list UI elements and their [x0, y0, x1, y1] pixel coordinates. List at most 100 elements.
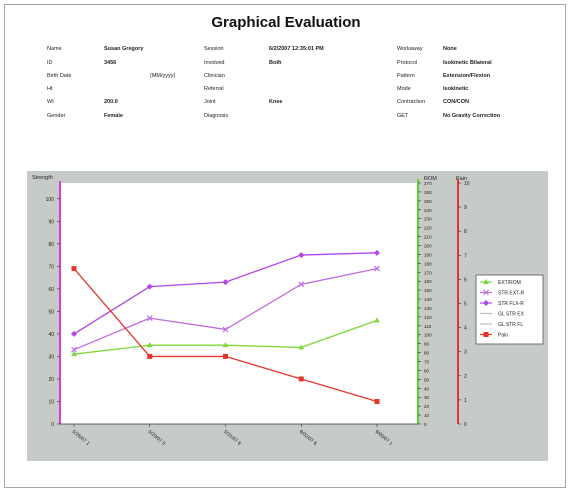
y-mid-tick-label: 130: [424, 306, 432, 311]
y-mid-tick-label: 260: [424, 190, 432, 195]
info-label: Clinician: [204, 73, 225, 79]
report-title: Graphical Evaluation: [211, 14, 361, 31]
y-right-tick-label: 10: [464, 181, 470, 187]
y-mid-tick-label: 200: [424, 243, 432, 248]
data-point: [374, 249, 380, 256]
y-mid-tick-label: 190: [424, 252, 432, 257]
x-tick-label: 6/05/07 1: [374, 429, 394, 447]
data-point: [298, 376, 304, 382]
chart-panel: Strength ROM Pain 0 10 20 30 40 50 60 70 80 90 100 0 10…: [27, 171, 548, 461]
y-mid-tick-label: 210: [424, 235, 432, 240]
y-mid-tick-label: 60: [424, 368, 430, 373]
y-left-tick-label: 30: [48, 354, 54, 360]
y-left-tick-label: 100: [46, 197, 55, 203]
y-right-tick-label: 7: [464, 253, 467, 259]
y-right-tick-label: 4: [464, 326, 467, 332]
data-point: [374, 265, 380, 272]
data-point: [222, 279, 229, 286]
info-value: 6/2/2007 12:35:01 PM: [269, 46, 324, 52]
info-label: Birth Date: [47, 73, 72, 79]
y-mid-tick-label: 140: [424, 297, 432, 302]
data-point: [223, 353, 228, 359]
y-right-tick-label: 1: [464, 398, 467, 404]
y-left-tick-label: 20: [48, 377, 54, 383]
y-mid-tick-label: 80: [424, 351, 430, 356]
data-point: [146, 315, 153, 322]
info-label: Contraction: [397, 99, 426, 105]
legend-label: Pain: [498, 333, 508, 339]
y-mid-tick-label: 240: [424, 208, 432, 213]
y-mid-tick-label: 100: [424, 333, 432, 338]
y-right-tick-label: 5: [464, 302, 467, 308]
info-label: Name: [47, 46, 62, 52]
y-left-axis-label: Strength: [32, 175, 53, 181]
legend-label: GL STR EX: [498, 312, 525, 318]
y-mid-tick-label: 40: [424, 386, 430, 391]
info-label: Referral: [204, 86, 224, 92]
y-mid-tick-label: 110: [424, 324, 432, 329]
data-point: [483, 289, 489, 296]
y-mid-tick-label: 120: [424, 315, 432, 320]
y-mid-tick-label: 0: [424, 422, 427, 427]
info-value: 200.0: [104, 99, 118, 105]
y-left-tick-label: 60: [48, 287, 54, 293]
info-label: Pattern: [397, 73, 415, 79]
info-label: Wt: [47, 99, 54, 105]
y-right-tick-label: 8: [464, 229, 467, 235]
data-point: [71, 266, 77, 272]
info-value: Both: [269, 60, 282, 66]
info-value: None: [443, 46, 457, 52]
info-label: Mode: [397, 86, 411, 92]
x-tick-label: 5/31/07 6: [222, 429, 242, 447]
data-point: [71, 351, 77, 357]
y-left-tick-label: 0: [51, 422, 54, 428]
y-mid-tick-label: 170: [424, 270, 432, 275]
y-right-tick-label: 0: [464, 422, 467, 428]
y-left-tick-label: 10: [48, 399, 54, 405]
y-mid-axis-label: ROM: [424, 176, 437, 182]
y-left-tick-label: 70: [48, 264, 54, 270]
info-label: Ht: [47, 86, 53, 92]
y-mid-tick-label: 20: [424, 404, 430, 409]
y-mid-tick-label: 230: [424, 217, 432, 222]
x-tick-label: 5/29/07 5: [146, 429, 166, 447]
y-right-tick-label: 2: [464, 374, 467, 380]
info-value: Female: [104, 113, 123, 119]
legend-label: STR EXT-R: [498, 291, 525, 297]
data-point: [374, 398, 380, 404]
y-mid-tick-label: 70: [424, 360, 430, 365]
info-value: Knee: [269, 99, 283, 105]
y-mid-tick-label: 150: [424, 288, 432, 293]
legend-label: STR FLX-R: [498, 301, 524, 307]
info-value: Susan Gregory: [104, 46, 144, 52]
data-point: [146, 342, 153, 348]
data-point: [71, 346, 77, 353]
info-value: No Gravity Correction: [443, 113, 501, 119]
info-value: Extension/Flexion: [443, 73, 491, 79]
y-right-tick-label: 3: [464, 350, 467, 356]
data-point: [222, 342, 229, 348]
data-point: [146, 283, 153, 290]
info-label: Joint: [204, 99, 216, 105]
info-label: ID: [47, 60, 53, 66]
y-left-tick-label: 90: [48, 219, 54, 225]
y-left-tick-label: 80: [48, 242, 54, 248]
y-mid-tick-label: 90: [424, 342, 430, 347]
info-label: Session: [204, 46, 224, 52]
info-value: Isokinetic Bilateral: [443, 60, 492, 66]
info-label: Gender: [47, 113, 66, 119]
info-value: CON/CON: [443, 99, 469, 105]
y-mid-tick-label: 250: [424, 199, 432, 204]
data-point: [298, 344, 305, 350]
x-tick-label: 6/02/07 6: [298, 429, 318, 447]
legend-label: GL STR FL: [498, 322, 523, 328]
y-mid-tick-label: 220: [424, 226, 432, 231]
y-mid-tick-label: 180: [424, 261, 432, 266]
data-point: [71, 330, 77, 337]
y-mid-tick-label: 50: [424, 377, 430, 382]
data-point: [298, 281, 305, 288]
data-point: [147, 353, 153, 359]
info-value: Isokinetic: [443, 86, 469, 92]
y-mid-tick-label: 30: [424, 395, 430, 400]
info-label: (MM/yyyy): [150, 73, 176, 79]
